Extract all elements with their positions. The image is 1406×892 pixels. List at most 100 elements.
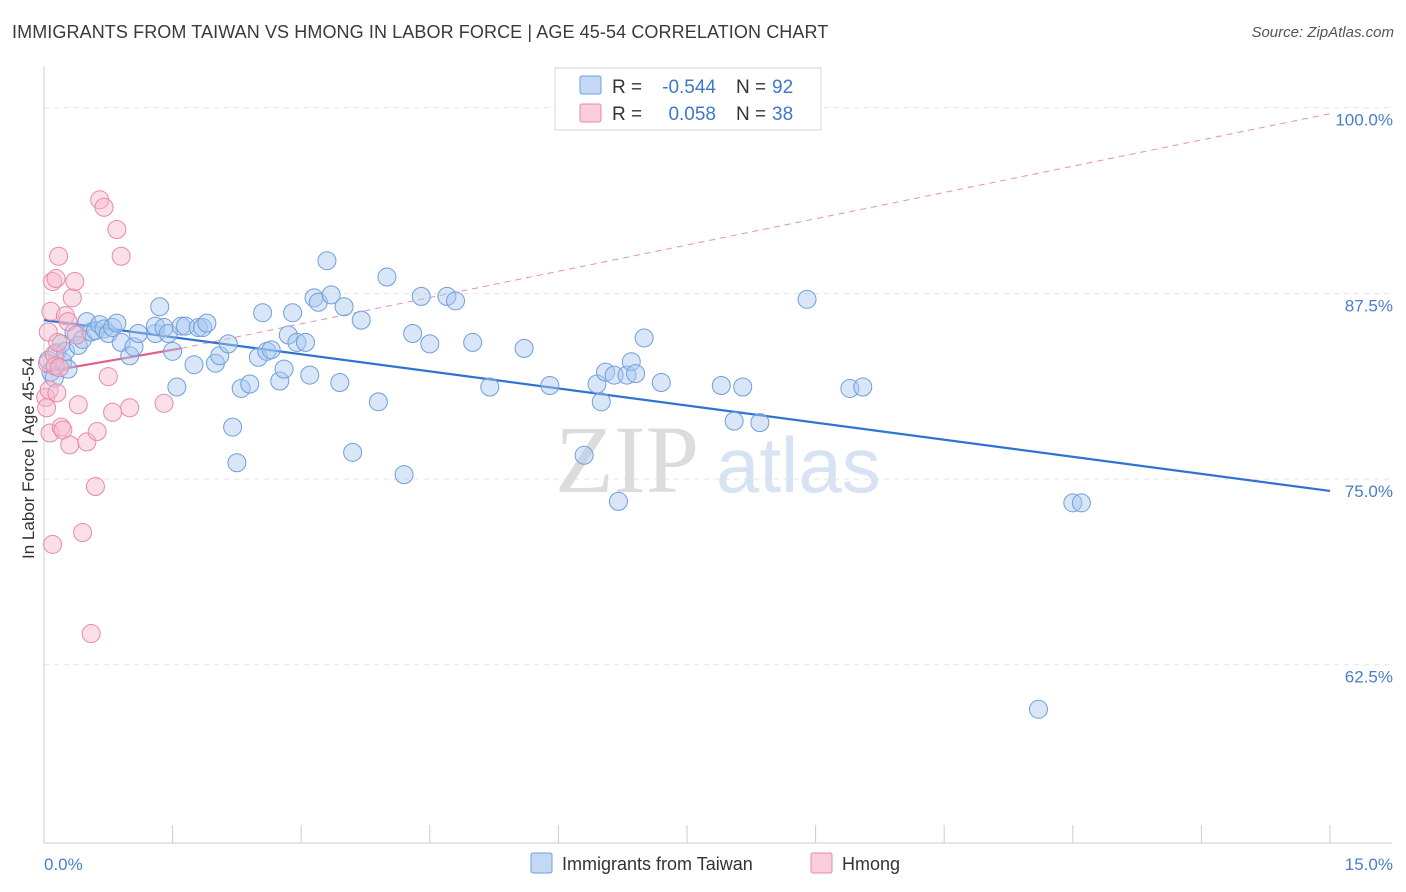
point-blue-46 xyxy=(261,340,281,360)
legend-swatch-hmong xyxy=(579,103,602,123)
point-blue-83 xyxy=(634,328,654,348)
point-pink-31 xyxy=(98,367,118,387)
y-axis-title: In Labor Force | Age 45-54 xyxy=(19,357,38,559)
series-legend-label-taiwan: Immigrants from Taiwan xyxy=(562,854,753,874)
point-blue-86 xyxy=(724,411,744,431)
point-pink-18 xyxy=(58,312,78,332)
point-blue-47 xyxy=(270,371,290,391)
series-legend-swatch-taiwan xyxy=(530,852,553,874)
point-pink-28 xyxy=(87,422,107,442)
legend-r-label-taiwan: R = xyxy=(612,77,642,98)
legend-r-value-hmong: 0.058 xyxy=(668,104,716,125)
data-points xyxy=(36,190,1091,719)
point-blue-18 xyxy=(107,313,127,333)
point-blue-89 xyxy=(797,289,817,309)
point-pink-21 xyxy=(65,272,85,292)
point-blue-63 xyxy=(377,267,397,287)
point-pink-25 xyxy=(77,432,97,452)
legend-n-label-hmong: N = xyxy=(736,104,766,125)
point-blue-81 xyxy=(621,352,641,372)
point-blue-44 xyxy=(253,303,273,323)
point-blue-76 xyxy=(591,392,611,412)
legend-n-label-taiwan: N = xyxy=(736,77,766,98)
y-tick-label-1: 87.5% xyxy=(1345,296,1393,315)
point-blue-33 xyxy=(188,318,208,338)
point-blue-48 xyxy=(274,359,294,379)
point-blue-92 xyxy=(1029,699,1049,719)
point-blue-19 xyxy=(111,332,131,352)
point-blue-42 xyxy=(240,374,260,394)
point-blue-20 xyxy=(120,346,140,366)
x-tick-labels: 0.0% 15.0% xyxy=(44,855,1393,874)
point-blue-58 xyxy=(330,373,350,393)
y-tick-labels: 100.0% 87.5% 75.0% 62.5% xyxy=(1335,111,1393,687)
point-blue-71 xyxy=(480,377,500,397)
watermark: ZIP atlas xyxy=(555,406,881,513)
point-blue-61 xyxy=(351,310,371,330)
point-blue-64 xyxy=(394,465,414,485)
point-pink-22 xyxy=(67,325,87,345)
point-blue-79 xyxy=(608,491,628,511)
point-blue-52 xyxy=(295,332,315,352)
point-pink-12 xyxy=(48,332,68,352)
point-pink-5 xyxy=(40,423,60,443)
point-blue-85 xyxy=(711,375,731,395)
point-pink-13 xyxy=(49,246,69,266)
point-pink-11 xyxy=(47,383,67,403)
watermark-zip: ZIP xyxy=(555,406,699,513)
point-pink-26 xyxy=(81,624,101,644)
point-blue-69 xyxy=(446,291,466,311)
point-blue-53 xyxy=(300,365,320,385)
point-pink-15 xyxy=(51,417,71,437)
point-blue-68 xyxy=(437,286,457,306)
point-blue-59 xyxy=(334,297,354,317)
x-tick-label-1: 15.0% xyxy=(1345,855,1393,874)
legend-r-label-hmong: R = xyxy=(612,104,642,125)
point-pink-33 xyxy=(107,220,127,240)
legend-n-value-hmong: 38 xyxy=(772,104,793,125)
point-blue-65 xyxy=(403,323,423,343)
point-pink-20 xyxy=(62,288,82,308)
legend-swatch-taiwan xyxy=(579,75,602,95)
point-pink-34 xyxy=(111,246,131,266)
point-pink-35 xyxy=(120,398,140,418)
point-pink-6 xyxy=(41,301,61,321)
y-tick-label-0: 100.0% xyxy=(1335,111,1393,130)
series-legend-label-hmong: Hmong xyxy=(842,854,900,874)
point-blue-70 xyxy=(463,332,483,352)
point-blue-39 xyxy=(223,417,243,437)
point-blue-32 xyxy=(184,355,204,375)
trend-extension-pink xyxy=(181,113,1331,349)
point-pink-37 xyxy=(43,534,63,554)
axes xyxy=(43,66,1392,844)
point-blue-73 xyxy=(540,375,560,395)
point-blue-67 xyxy=(420,334,440,354)
point-blue-74 xyxy=(574,445,594,465)
point-blue-60 xyxy=(343,442,363,462)
point-blue-22 xyxy=(128,323,148,343)
point-blue-40 xyxy=(227,453,247,473)
legend-n-value-taiwan: 92 xyxy=(772,77,793,98)
point-pink-4 xyxy=(39,380,59,400)
x-tick-label-0: 0.0% xyxy=(44,855,83,874)
point-blue-82 xyxy=(626,364,646,384)
chart-title: IMMIGRANTS FROM TAIWAN VS HMONG IN LABOR… xyxy=(12,22,829,42)
point-pink-36 xyxy=(154,393,174,413)
y-tick-label-3: 62.5% xyxy=(1345,668,1393,687)
correlation-legend: R = -0.544 N = 92 R = 0.058 N = 38 xyxy=(554,67,822,131)
series-legend: Immigrants from Taiwan Hmong xyxy=(530,852,900,874)
source-credit: Source: ZipAtlas.com xyxy=(1251,24,1394,41)
point-blue-25 xyxy=(150,297,170,317)
point-blue-41 xyxy=(231,378,251,398)
trend-line-pink xyxy=(43,347,182,374)
point-blue-72 xyxy=(514,338,534,358)
point-blue-29 xyxy=(167,377,187,397)
point-blue-28 xyxy=(163,341,183,361)
point-blue-57 xyxy=(321,285,341,305)
point-pink-27 xyxy=(85,476,105,496)
point-blue-56 xyxy=(317,251,337,271)
point-pink-30 xyxy=(94,197,114,217)
series-legend-swatch-hmong xyxy=(810,852,833,874)
point-pink-24 xyxy=(73,523,93,543)
